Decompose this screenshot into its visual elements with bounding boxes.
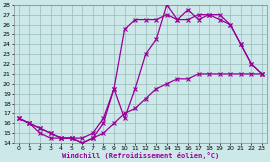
X-axis label: Windchill (Refroidissement éolien,°C): Windchill (Refroidissement éolien,°C): [62, 152, 219, 159]
